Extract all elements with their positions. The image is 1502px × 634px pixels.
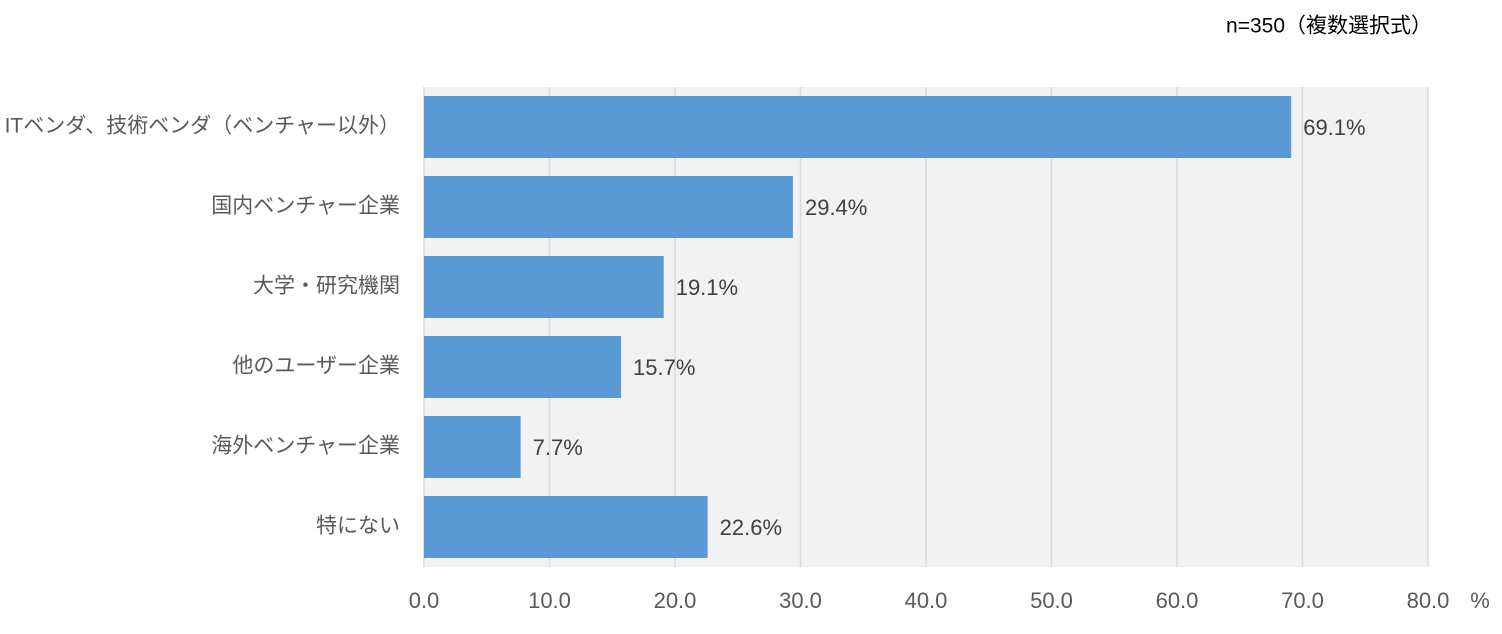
- bar: [424, 416, 521, 478]
- data-label: 29.4%: [805, 195, 867, 220]
- y-tick-label: 他のユーザー企業: [232, 355, 400, 378]
- x-axis-label: %: [1470, 588, 1490, 613]
- y-tick-label: 海外ベンチャー企業: [211, 435, 400, 458]
- x-tick-label: 60.0: [1156, 588, 1199, 613]
- x-tick-label: 0.0: [409, 588, 440, 613]
- x-tick-label: 10.0: [528, 588, 571, 613]
- y-tick-label: 国内ベンチャー企業: [211, 195, 400, 218]
- data-label: 19.1%: [676, 275, 738, 300]
- x-tick-label: 30.0: [779, 588, 822, 613]
- y-tick-label: 特にない: [316, 515, 400, 538]
- data-label: 22.6%: [720, 515, 782, 540]
- x-tick-label: 40.0: [905, 588, 948, 613]
- y-tick-label: ITベンダ、技術ベンダ（ベンチャー以外）: [5, 115, 400, 138]
- data-label: 15.7%: [633, 355, 695, 380]
- bar: [424, 96, 1292, 158]
- x-tick-label: 70.0: [1281, 588, 1324, 613]
- y-tick-label: 大学・研究機関: [253, 275, 400, 298]
- x-tick-label: 50.0: [1030, 588, 1073, 613]
- bar: [424, 336, 622, 398]
- bar: [424, 496, 708, 558]
- x-tick-label: 20.0: [654, 588, 697, 613]
- annotation: n=350（複数選択式）: [1226, 15, 1432, 38]
- bar: [424, 176, 793, 238]
- bar: [424, 256, 664, 318]
- data-label: 7.7%: [533, 435, 583, 460]
- x-tick-label: 80.0: [1407, 588, 1450, 613]
- data-label: 69.1%: [1303, 115, 1365, 140]
